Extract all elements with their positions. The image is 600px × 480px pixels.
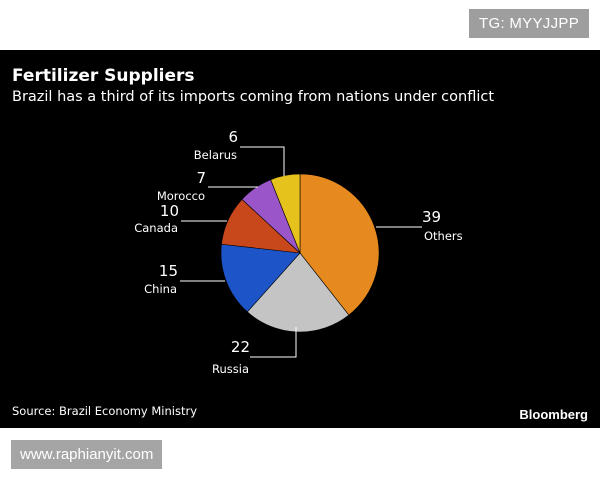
slice-label-morocco: Morocco [157,189,205,203]
slice-label-others: Others [424,229,463,243]
chart-source: Source: Brazil Economy Ministry [12,404,198,418]
leader-line-belarus [240,146,285,176]
pie-slice-china [220,243,301,313]
slice-value-russia: 22 [231,338,250,356]
pie-slice-russia [246,252,350,333]
chart-panel: Fertilizer Suppliers Brazil has a third … [0,50,600,428]
slice-value-canada: 10 [160,202,179,220]
slice-value-morocco: 7 [196,169,206,187]
brand-logo: Bloomberg [519,407,588,422]
chart-title: Fertilizer Suppliers [12,66,195,86]
slice-value-others: 39 [422,208,441,226]
slice-value-china: 15 [159,262,178,280]
pie-slice-others [299,173,380,316]
bottom-watermark: www.raphianyit.com [11,440,163,469]
leader-line-russia [250,327,297,358]
pie-slice-belarus [270,173,301,254]
top-watermark-tag: TG: MYYJJPP [469,9,589,38]
slice-label-russia: Russia [212,362,249,376]
slice-label-china: China [144,282,177,296]
slice-label-canada: Canada [134,221,178,235]
chart-subtitle: Brazil has a third of its imports coming… [12,89,495,105]
slice-value-belarus: 6 [228,128,238,146]
slice-label-belarus: Belarus [194,148,237,162]
